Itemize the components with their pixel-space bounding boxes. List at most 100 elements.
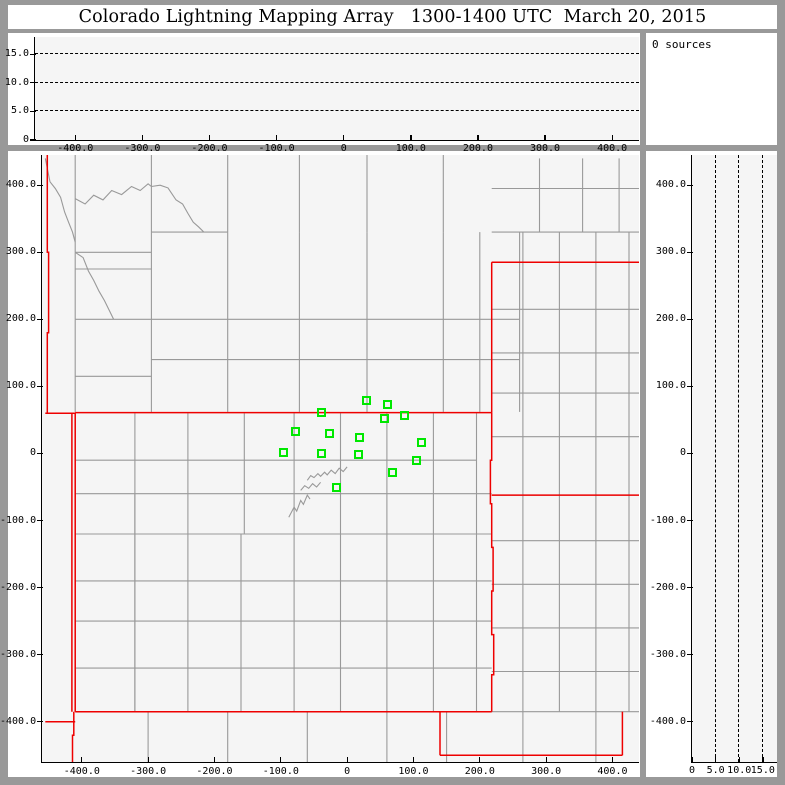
- top-x-tick: [544, 135, 546, 141]
- source-marker: [354, 432, 364, 442]
- top-x-tick-label: -300.0: [124, 143, 161, 154]
- right-y-tick-label: -400.0: [649, 715, 686, 727]
- map-x-tick-label: 200.0: [464, 766, 495, 777]
- source-marker: [316, 408, 326, 418]
- right-y-tick: [687, 318, 693, 321]
- right-x-tick-label: 15.0: [750, 765, 775, 776]
- source-marker: [353, 450, 363, 460]
- map-y-tick: [37, 587, 43, 589]
- map-y-tick-label: 0: [29, 447, 36, 459]
- top-x-tick: [276, 135, 278, 141]
- map-y-tick: [37, 184, 43, 186]
- top-x-tick: [343, 135, 345, 141]
- right-y-tick: [687, 519, 693, 522]
- right-x-tick-label: 0: [688, 765, 696, 776]
- map-x-tick-label: 300.0: [531, 766, 562, 777]
- map-y-tick-label: -400.0: [0, 715, 37, 727]
- map-y-tick: [37, 452, 43, 455]
- right-gridline-x: [714, 155, 716, 762]
- mountain-detail-2: [300, 481, 322, 491]
- right-x-tick-label: 10.0: [727, 765, 752, 776]
- map-y-tick-label: -100.0: [0, 514, 37, 526]
- right-y-tick: [687, 654, 693, 656]
- map-x-axis-line: [41, 762, 639, 764]
- right-y-tick: [687, 721, 693, 723]
- plan-view-map-plot-area[interactable]: [42, 155, 639, 762]
- right-x-tick: [762, 757, 764, 763]
- top-y-tick: [30, 110, 36, 113]
- source-marker: [416, 437, 426, 447]
- right-y-tick-label: 0: [679, 447, 686, 459]
- source-marker: [317, 448, 327, 458]
- top-x-tick-label: 200.0: [462, 143, 493, 154]
- top-y-tick: [30, 53, 36, 55]
- map-x-tick: [346, 757, 348, 763]
- right-y-axis-line: [691, 155, 693, 763]
- top-x-tick: [410, 135, 412, 141]
- map-x-tick-label: 0: [344, 766, 351, 777]
- source-marker: [387, 468, 397, 478]
- right-x-tick-label: 5.0: [706, 765, 725, 776]
- map-x-tick: [81, 757, 83, 763]
- top-y-tick-label: 10.0: [4, 76, 29, 88]
- right-gridline-x: [761, 155, 763, 762]
- map-x-tick-label: -400.0: [63, 766, 100, 777]
- map-x-tick-label: -100.0: [262, 766, 299, 777]
- map-y-axis-line: [41, 155, 43, 763]
- source-marker: [361, 395, 371, 405]
- map-y-tick: [37, 318, 43, 321]
- source-count-panel: 0 sources: [646, 33, 777, 145]
- altitude-vs-east-plot-area[interactable]: [35, 37, 639, 140]
- right-y-tick-label: -100.0: [649, 514, 686, 526]
- map-y-tick-label: 400.0: [5, 179, 36, 191]
- map-y-tick: [37, 251, 43, 253]
- map-y-tick: [37, 654, 43, 656]
- map-y-tick-label: -300.0: [0, 648, 37, 660]
- map-x-tick: [280, 757, 282, 763]
- top-gridline-y: [35, 53, 639, 55]
- right-y-tick: [687, 184, 693, 186]
- top-gridline-y: [35, 81, 639, 83]
- map-x-tick: [545, 757, 547, 763]
- source-marker: [379, 414, 389, 424]
- map-y-tick: [37, 385, 43, 388]
- top-x-tick: [141, 135, 144, 141]
- top-x-tick-label: -400.0: [57, 143, 94, 154]
- wyoming-detail-2: [74, 183, 152, 205]
- right-y-tick-label: 400.0: [655, 179, 686, 191]
- wyoming-west-detail: [44, 158, 76, 243]
- mountain-detail: [306, 466, 348, 481]
- right-y-tick-label: 100.0: [655, 380, 686, 392]
- source-marker: [325, 428, 335, 438]
- map-x-tick: [213, 757, 216, 763]
- right-x-axis-line: [691, 762, 777, 764]
- top-x-tick: [477, 135, 479, 141]
- wyoming-detail-4: [74, 251, 115, 320]
- map-x-tick: [412, 757, 415, 763]
- top-x-tick-label: 100.0: [395, 143, 426, 154]
- top-y-tick-label: 0: [22, 134, 29, 145]
- map-x-tick-label: 400.0: [597, 766, 628, 777]
- top-y-axis-line: [34, 37, 36, 141]
- colorado-east-border: [489, 412, 495, 712]
- map-x-tick-label: 100.0: [398, 766, 429, 777]
- top-x-tick: [74, 135, 76, 141]
- map-y-tick: [37, 721, 43, 723]
- source-marker: [411, 456, 421, 466]
- altitude-vs-north-plot-area[interactable]: [692, 155, 777, 762]
- source-marker: [400, 410, 410, 420]
- top-y-tick: [30, 139, 36, 141]
- right-y-tick-label: 200.0: [655, 313, 686, 325]
- map-y-tick-label: 300.0: [5, 246, 36, 258]
- top-x-tick-label: 400.0: [597, 143, 628, 154]
- top-y-tick-label: 15.0: [4, 48, 29, 60]
- right-y-tick: [687, 587, 693, 589]
- map-y-tick-label: -200.0: [0, 581, 37, 593]
- top-x-tick-label: -100.0: [258, 143, 295, 154]
- top-x-tick-label: -200.0: [191, 143, 228, 154]
- right-y-tick-label: -300.0: [649, 648, 686, 660]
- right-x-tick: [691, 757, 693, 763]
- map-y-tick-label: 100.0: [5, 380, 36, 392]
- map-y-tick: [37, 519, 43, 522]
- source-marker: [278, 448, 288, 458]
